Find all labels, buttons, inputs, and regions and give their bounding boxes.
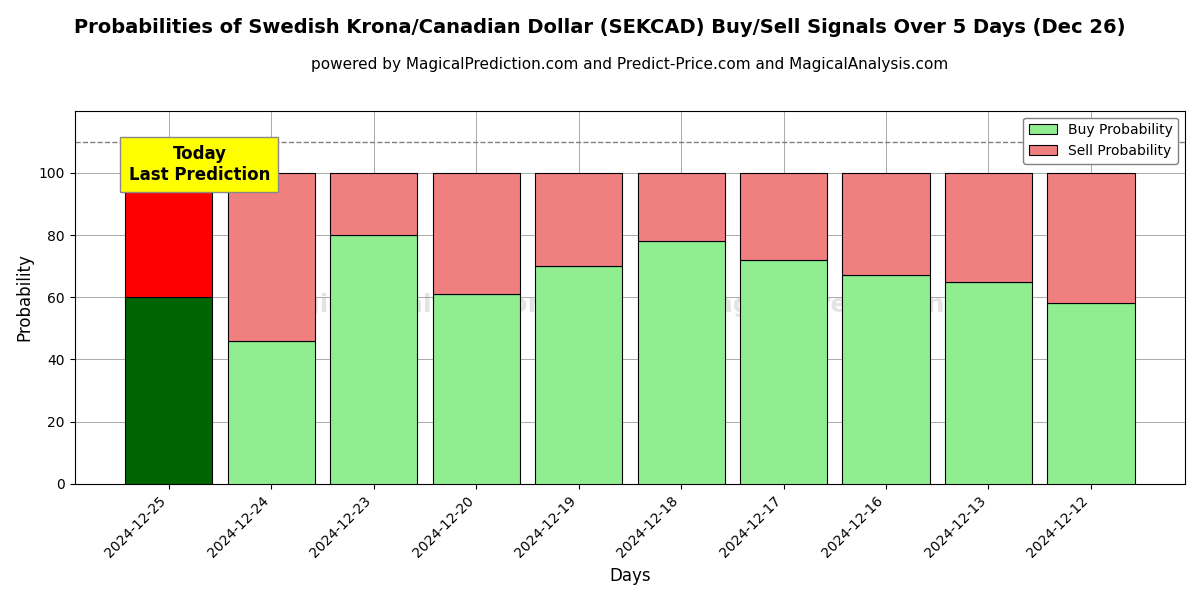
Bar xyxy=(330,235,418,484)
Bar xyxy=(842,275,930,484)
Bar xyxy=(432,294,520,484)
Bar xyxy=(432,173,520,294)
Bar xyxy=(228,341,314,484)
Bar xyxy=(125,173,212,297)
Bar xyxy=(535,173,622,266)
Bar xyxy=(842,173,930,275)
Bar xyxy=(944,173,1032,281)
Title: powered by MagicalPrediction.com and Predict-Price.com and MagicalAnalysis.com: powered by MagicalPrediction.com and Pre… xyxy=(311,57,948,72)
X-axis label: Days: Days xyxy=(610,567,650,585)
Bar xyxy=(125,297,212,484)
Text: MagicalAnalysis.com: MagicalAnalysis.com xyxy=(260,293,554,317)
Text: Today
Last Prediction: Today Last Prediction xyxy=(128,145,270,184)
Text: MagicalPrediction.com: MagicalPrediction.com xyxy=(691,293,1013,317)
Bar xyxy=(535,266,622,484)
Bar xyxy=(740,173,827,260)
Bar xyxy=(637,241,725,484)
Legend: Buy Probability, Sell Probability: Buy Probability, Sell Probability xyxy=(1024,118,1178,164)
Y-axis label: Probability: Probability xyxy=(16,253,34,341)
Bar xyxy=(1048,304,1134,484)
Bar xyxy=(330,173,418,235)
Bar xyxy=(1048,173,1134,304)
Text: Probabilities of Swedish Krona/Canadian Dollar (SEKCAD) Buy/Sell Signals Over 5 : Probabilities of Swedish Krona/Canadian … xyxy=(74,18,1126,37)
Bar xyxy=(637,173,725,241)
Bar xyxy=(228,173,314,341)
Bar xyxy=(944,281,1032,484)
Bar xyxy=(740,260,827,484)
